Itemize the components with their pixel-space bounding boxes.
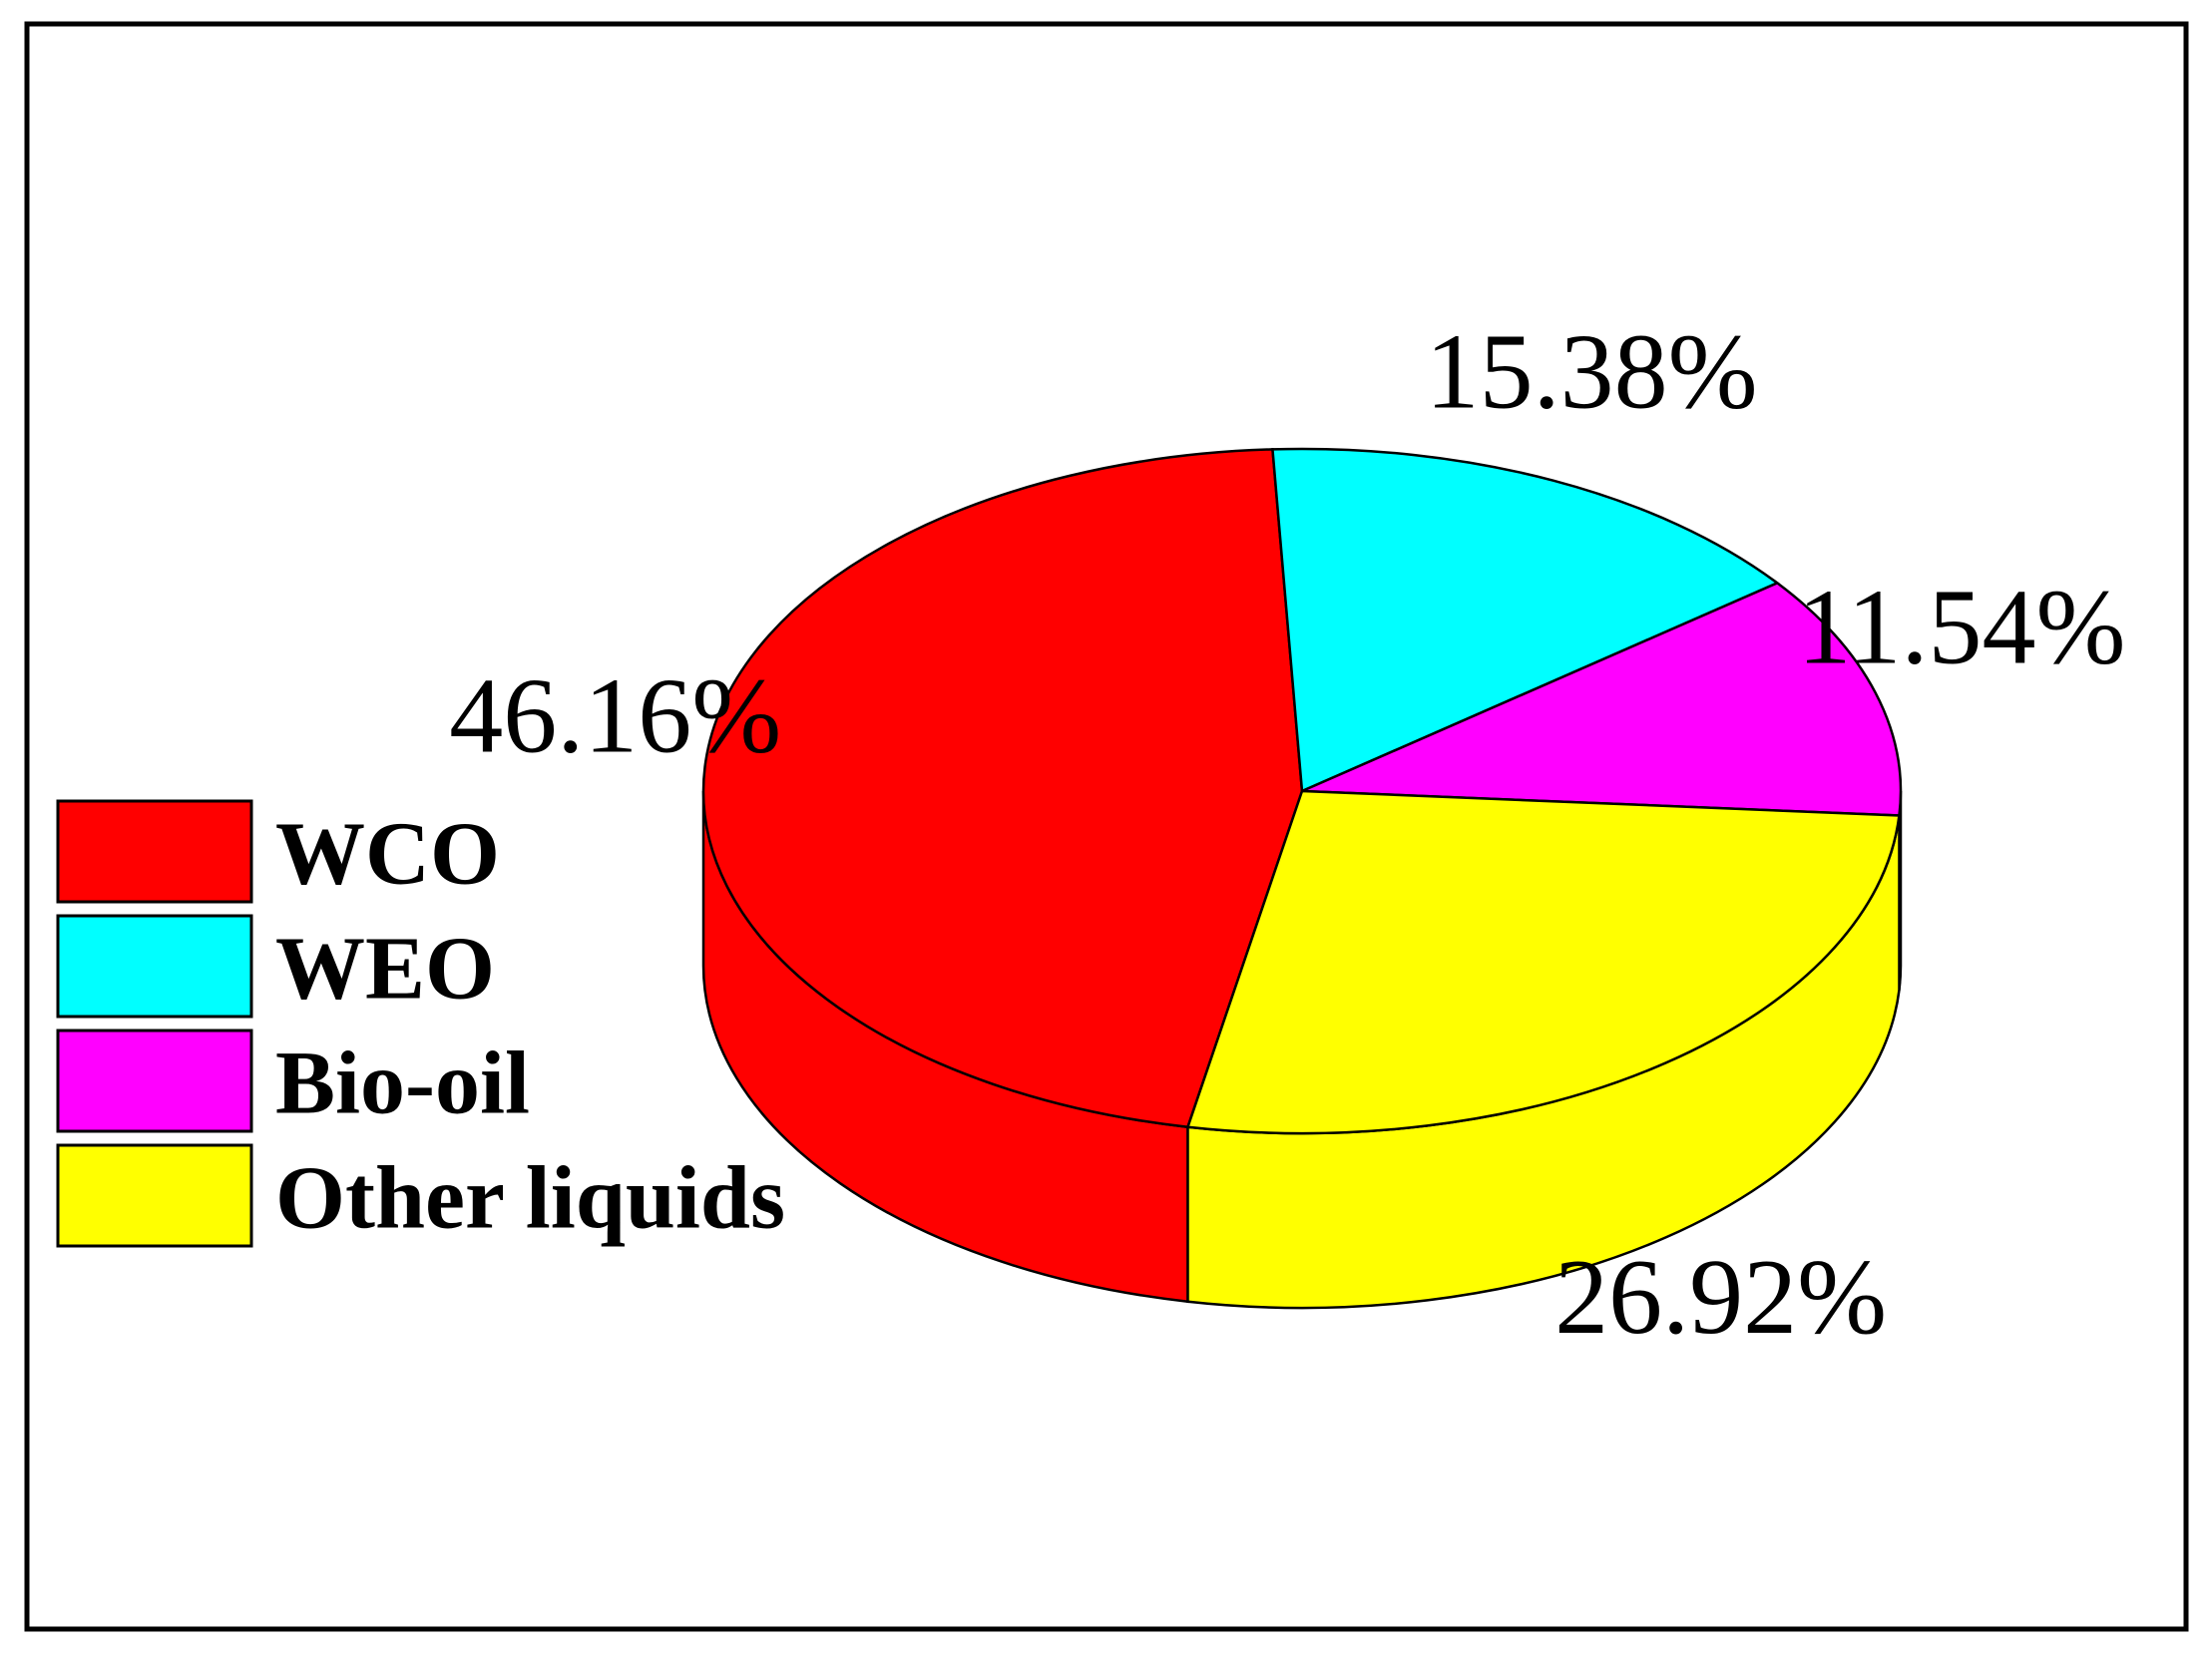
legend-swatch (56, 1029, 253, 1133)
slice-label: 11.54% (1797, 568, 2125, 686)
legend-label: Bio-oil (275, 1034, 530, 1133)
pie-slice-bio-oil (1301, 581, 1903, 817)
legend-swatch (56, 799, 253, 904)
pie-labels: 46.16% 15.38% 11.54% 26.92% (449, 312, 2125, 1357)
slice-label: 15.38% (1426, 312, 1758, 431)
legend-label: WCO (275, 805, 500, 904)
legend-swatch (56, 914, 253, 1019)
pie-slice-wco (701, 448, 1304, 1129)
legend: WCO WEO Bio-oil Other liquids (56, 799, 785, 1248)
pie-top (701, 447, 1903, 1135)
slice-label: 46.16% (449, 657, 781, 776)
pie-slice-other-liquids (1185, 789, 1901, 1135)
legend-swatch (56, 1143, 253, 1248)
legend-label: WEO (275, 920, 495, 1019)
pie-slice-weo (1271, 447, 1780, 793)
slice-label: 26.92% (1554, 1238, 1887, 1357)
legend-label: Other liquids (275, 1149, 785, 1248)
